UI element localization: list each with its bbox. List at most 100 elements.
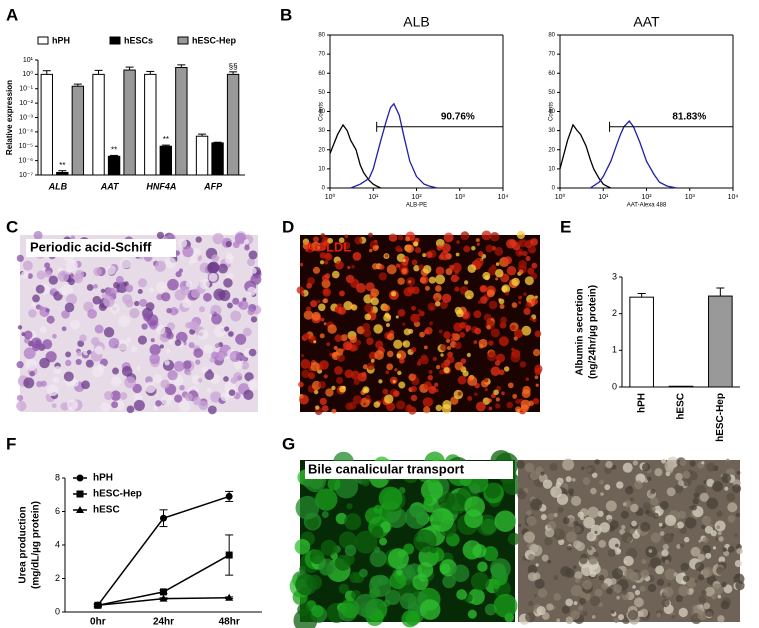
texture-dot bbox=[577, 605, 584, 611]
texture-dot bbox=[390, 291, 397, 297]
texture-dot bbox=[629, 528, 635, 535]
texture-dot bbox=[225, 255, 234, 264]
texture-dot bbox=[396, 248, 401, 253]
y-tick-label: 10⁻⁷ bbox=[19, 172, 33, 179]
texture-dot bbox=[702, 567, 713, 578]
texture-dot bbox=[488, 406, 493, 411]
texture-dot bbox=[487, 398, 492, 403]
texture-dot bbox=[324, 260, 329, 265]
texture-dot bbox=[650, 497, 659, 506]
texture-dot bbox=[324, 252, 333, 261]
legend-marker bbox=[76, 506, 84, 513]
texture-dot bbox=[605, 500, 617, 512]
texture-dot bbox=[722, 547, 727, 552]
texture-dot bbox=[210, 310, 215, 315]
texture-dot bbox=[709, 524, 713, 528]
texture-dot bbox=[582, 611, 588, 617]
y-tick-label: 10⁻⁵ bbox=[19, 143, 33, 150]
texture-dot bbox=[617, 548, 621, 553]
texture-dot bbox=[422, 253, 427, 258]
texture-dot bbox=[488, 266, 498, 276]
texture-dot bbox=[393, 390, 400, 397]
texture-dot bbox=[485, 244, 494, 253]
y-tick-label: 20 bbox=[318, 147, 325, 153]
texture-dot bbox=[319, 260, 325, 265]
texture-dot bbox=[103, 327, 115, 338]
y-tick-label: 0 bbox=[552, 186, 556, 192]
y-axis-label: Urea production bbox=[18, 506, 29, 583]
texture-dot bbox=[229, 352, 237, 360]
texture-dot bbox=[351, 304, 358, 311]
texture-dot bbox=[547, 520, 557, 530]
texture-dot bbox=[339, 290, 345, 297]
texture-dot bbox=[386, 264, 397, 275]
texture-dot bbox=[66, 293, 78, 305]
texture-dot bbox=[149, 353, 161, 365]
texture-dot bbox=[679, 459, 687, 467]
texture-dot bbox=[100, 288, 106, 294]
texture-dot bbox=[353, 378, 360, 386]
texture-dot bbox=[507, 532, 521, 546]
texture-dot bbox=[544, 527, 555, 538]
texture-dot bbox=[488, 340, 494, 346]
texture-dot bbox=[374, 350, 384, 360]
texture-dot bbox=[674, 484, 684, 494]
texture-dot bbox=[401, 268, 408, 275]
texture-dot bbox=[646, 476, 652, 482]
texture-dot bbox=[214, 325, 226, 338]
y-tick-label: 40 bbox=[548, 109, 555, 115]
texture-dot bbox=[319, 252, 327, 259]
texture-dot bbox=[368, 232, 373, 238]
texture-dot bbox=[673, 572, 678, 577]
texture-dot bbox=[186, 371, 192, 376]
texture-dot bbox=[66, 259, 78, 272]
texture-dot bbox=[534, 593, 538, 598]
texture-dot bbox=[203, 292, 212, 302]
texture-dot bbox=[370, 297, 379, 306]
texture-dot bbox=[517, 489, 527, 500]
texture-dot bbox=[525, 612, 536, 623]
texture-dot bbox=[137, 288, 143, 294]
texture-dot bbox=[306, 306, 311, 312]
texture-dot bbox=[139, 298, 148, 307]
texture-dot bbox=[309, 549, 325, 565]
texture-dot bbox=[510, 324, 516, 331]
texture-dot bbox=[523, 292, 527, 296]
texture-dot bbox=[408, 280, 412, 284]
texture-dot bbox=[308, 372, 316, 380]
texture-dot bbox=[588, 555, 598, 565]
texture-dot bbox=[248, 348, 257, 357]
x-tick-label: 10³ bbox=[455, 194, 466, 201]
texture-dot bbox=[664, 514, 677, 527]
texture-dot bbox=[167, 370, 178, 381]
texture-dot bbox=[410, 394, 418, 402]
caption-bg bbox=[26, 239, 176, 257]
texture-dot bbox=[535, 563, 539, 567]
histogram-line bbox=[559, 123, 612, 189]
texture-dot bbox=[434, 300, 441, 307]
texture-dot bbox=[703, 602, 711, 610]
y-tick-label: 40 bbox=[318, 109, 325, 115]
texture-dot bbox=[428, 276, 436, 284]
texture-dot bbox=[706, 478, 715, 487]
texture-dot bbox=[354, 593, 378, 617]
texture-dot bbox=[58, 287, 67, 296]
texture-dot bbox=[16, 394, 24, 402]
y-tick-label: 2 bbox=[612, 308, 617, 318]
texture-dot bbox=[676, 521, 685, 529]
texture-dot bbox=[716, 510, 723, 518]
chart-title: ALB bbox=[403, 14, 429, 30]
texture-dot bbox=[363, 329, 372, 338]
texture-dot bbox=[418, 264, 424, 270]
y-tick-label: 10 bbox=[548, 166, 555, 172]
texture-dot bbox=[144, 381, 157, 393]
texture-dot bbox=[656, 578, 665, 587]
texture-dot bbox=[351, 264, 355, 269]
texture-dot bbox=[178, 268, 183, 273]
texture-dot bbox=[100, 402, 111, 413]
texture-dot bbox=[225, 241, 232, 248]
texture-dot bbox=[394, 368, 398, 372]
texture-dot bbox=[716, 566, 725, 575]
texture-dot bbox=[110, 376, 122, 387]
texture-dot bbox=[438, 254, 444, 260]
